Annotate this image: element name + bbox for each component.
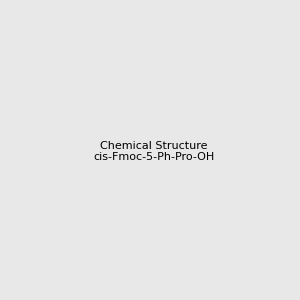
Text: Chemical Structure
cis-Fmoc-5-Ph-Pro-OH: Chemical Structure cis-Fmoc-5-Ph-Pro-OH [93,141,214,162]
